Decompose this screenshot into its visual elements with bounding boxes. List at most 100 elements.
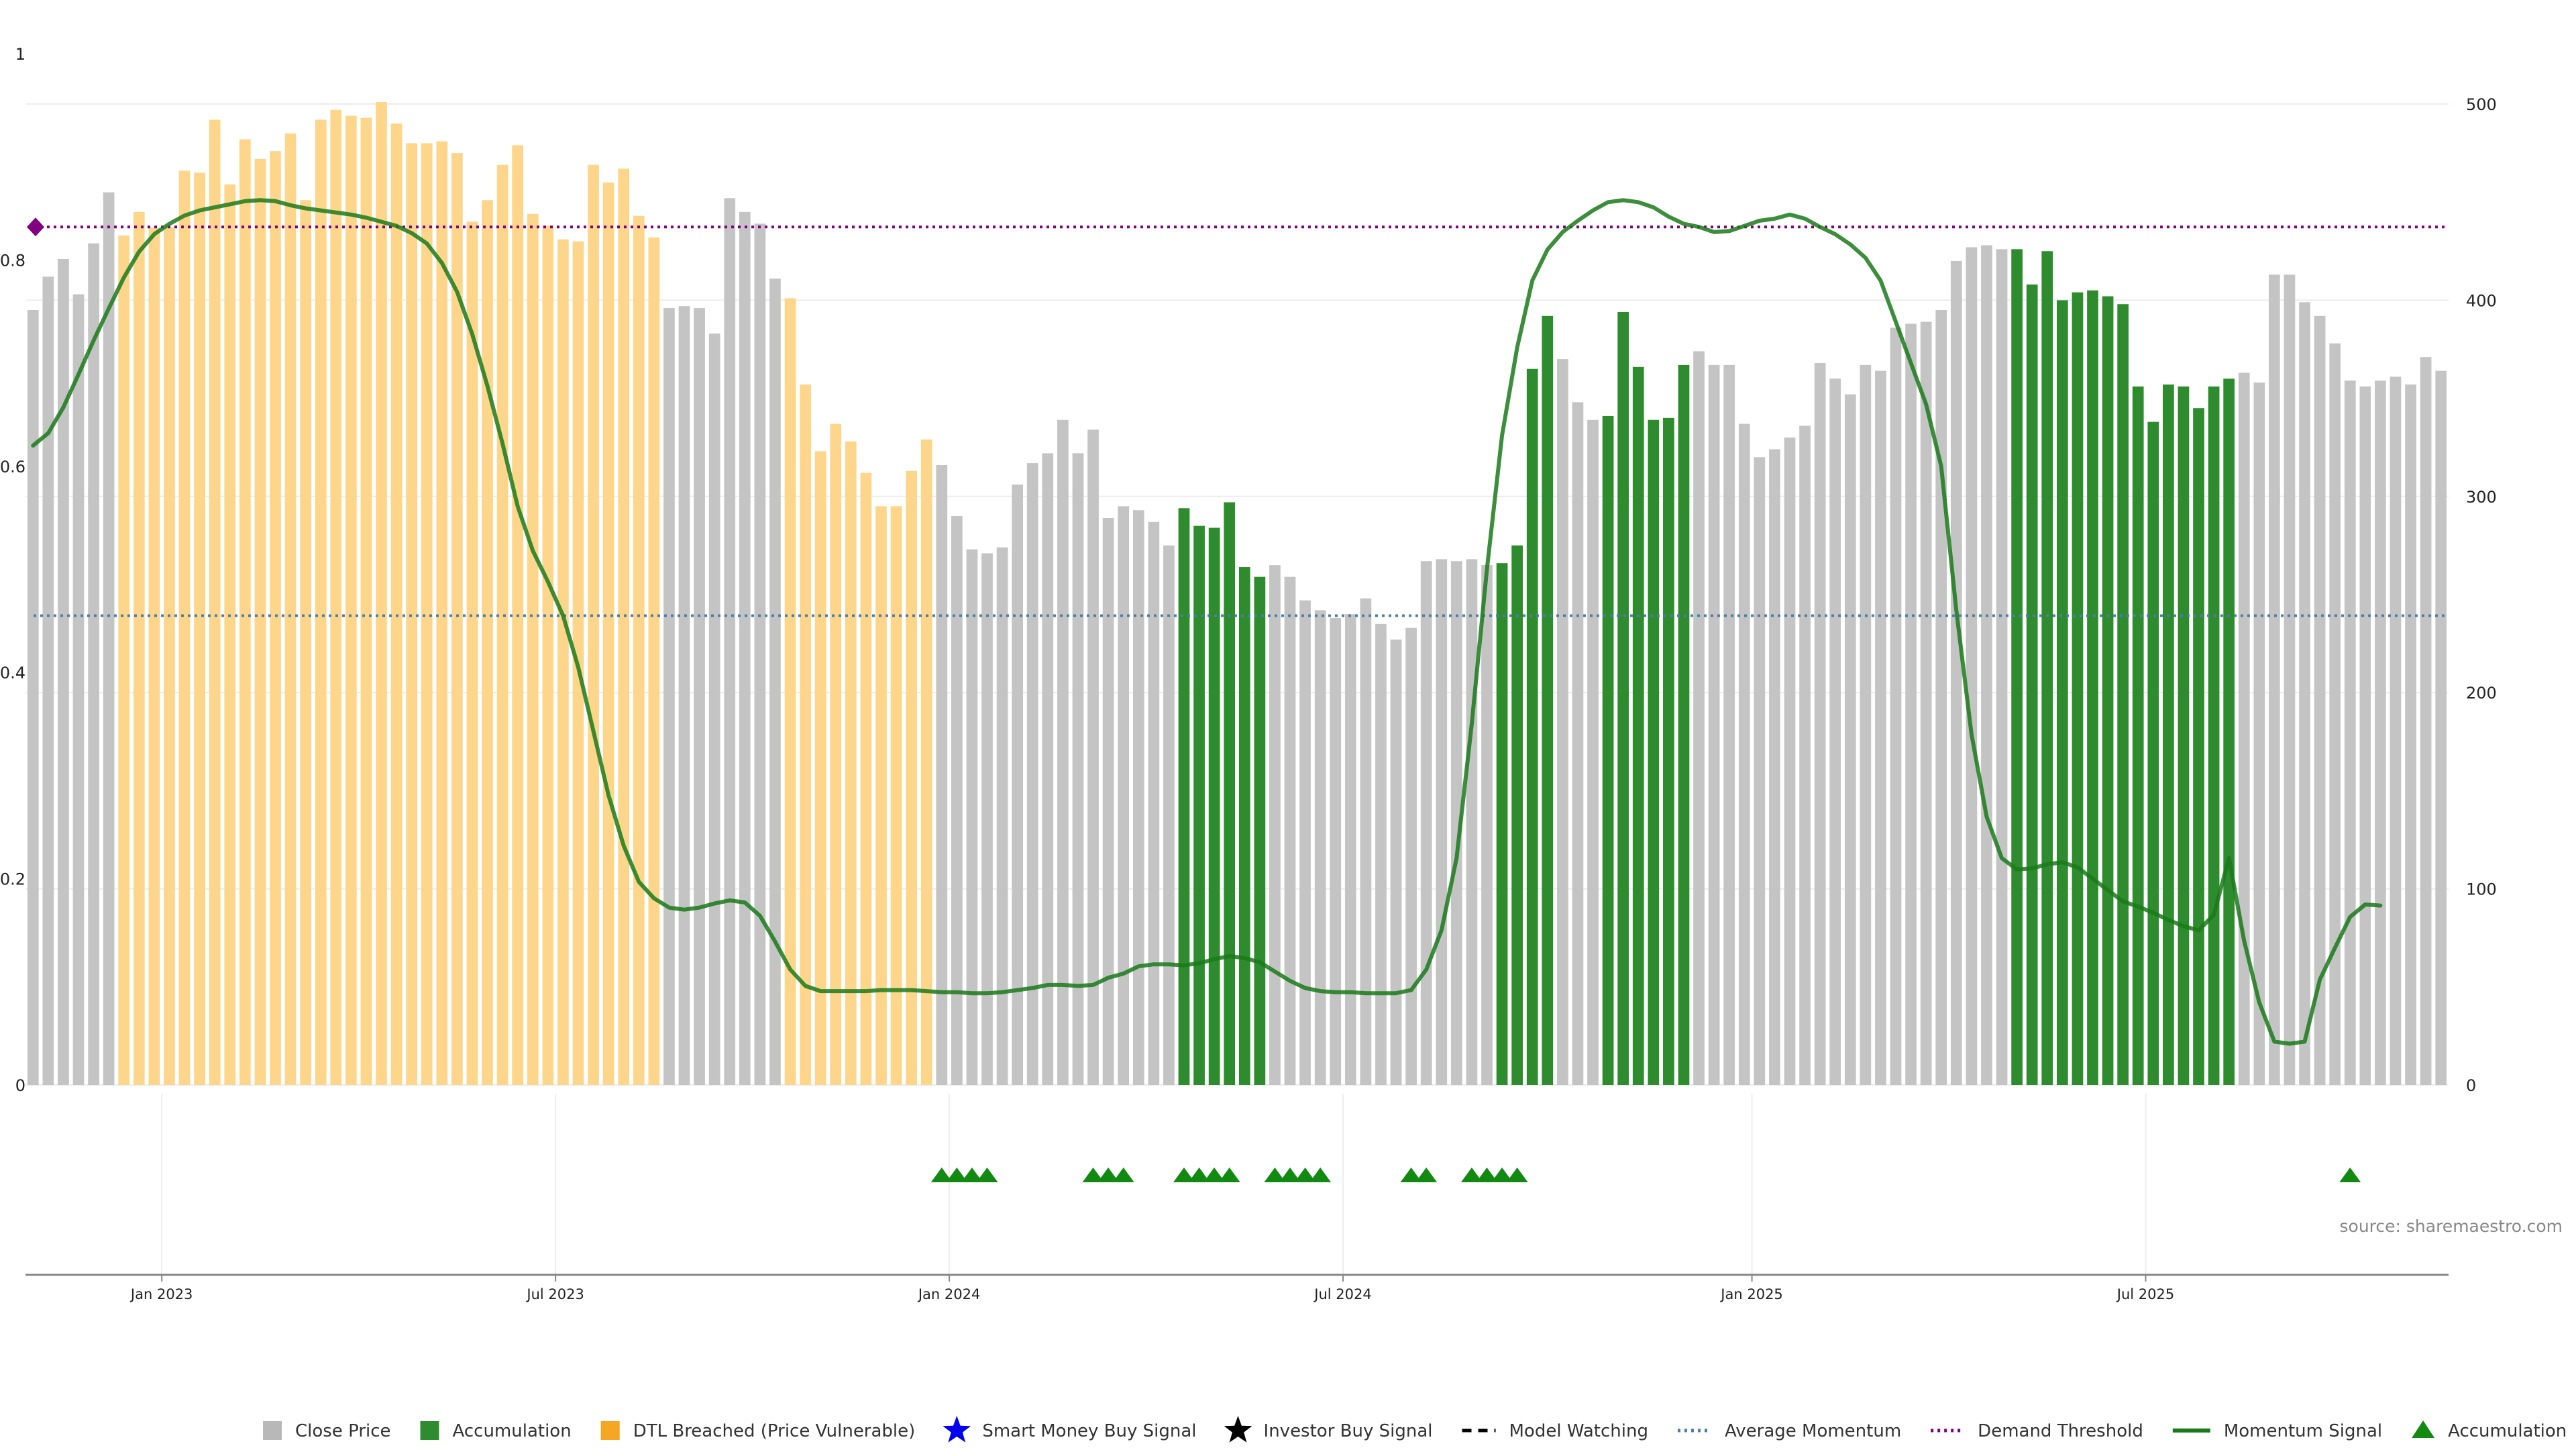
close-price-bar bbox=[1390, 639, 1402, 1085]
dtl-breached-bar bbox=[164, 227, 175, 1085]
accumulation-bar bbox=[1542, 315, 1554, 1085]
close-price-bar bbox=[1890, 327, 1902, 1086]
dtl-breached-bar bbox=[209, 119, 221, 1086]
close-price-bar bbox=[724, 198, 736, 1085]
legend-item: Momentum Signal bbox=[2172, 1421, 2382, 1441]
close-price-bar bbox=[708, 333, 720, 1085]
accumulation-bar bbox=[2041, 251, 2053, 1085]
accumulation-triangle-marker bbox=[1097, 1168, 1120, 1182]
accumulation-bar bbox=[1617, 311, 1629, 1086]
source-label: source: sharemaestro.com bbox=[2340, 1216, 2563, 1236]
legend-label: Demand Threshold bbox=[1978, 1421, 2143, 1441]
close-price-bar bbox=[1738, 423, 1750, 1085]
close-price-bar bbox=[2344, 380, 2356, 1086]
dtl-breached-bar bbox=[814, 451, 826, 1085]
close-price-bar bbox=[1905, 323, 1917, 1085]
dtl-breached-bar bbox=[542, 225, 554, 1086]
close-price-bar bbox=[2253, 382, 2265, 1085]
dtl-breached-bar bbox=[345, 115, 357, 1086]
dtl-breached-bar bbox=[588, 164, 599, 1085]
dtl-breached-bar bbox=[830, 423, 842, 1085]
close-price-bar bbox=[103, 192, 115, 1086]
close-price-bar bbox=[1299, 600, 1311, 1085]
left-tick-label: 0 bbox=[15, 1076, 25, 1095]
close-price-bar bbox=[1330, 618, 1342, 1085]
close-price-bar bbox=[58, 258, 69, 1086]
close-price-bar bbox=[1405, 627, 1417, 1085]
accumulation-bar bbox=[1254, 576, 1266, 1085]
x-tick-label: Jul 2025 bbox=[2116, 1286, 2174, 1302]
accumulation-bar bbox=[1526, 368, 1538, 1085]
close-price-bar bbox=[739, 211, 751, 1085]
accumulation-triangle-marker bbox=[1188, 1168, 1210, 1182]
close-price-bar bbox=[1163, 545, 1175, 1085]
accumulation-bar bbox=[1496, 563, 1508, 1085]
accumulation-bar bbox=[2193, 408, 2204, 1085]
legend: Close Price Accumulation DTL Breached (Pri… bbox=[263, 1416, 2567, 1443]
legend-item: Accumulation bbox=[2412, 1420, 2567, 1441]
close-price-bar bbox=[678, 306, 690, 1085]
dtl-breached-bar bbox=[860, 472, 872, 1085]
right-tick-label: 0 bbox=[2466, 1076, 2476, 1095]
accumulation-bar bbox=[1224, 502, 1236, 1085]
accumulation-markers bbox=[930, 1168, 2361, 1182]
close-price-bar bbox=[694, 308, 705, 1086]
dtl-breached-bar bbox=[557, 239, 569, 1086]
accumulation-bar bbox=[2147, 421, 2159, 1085]
close-price-bar bbox=[1102, 517, 1114, 1085]
close-price-bar bbox=[1996, 249, 2008, 1086]
dtl-breached-bar bbox=[618, 168, 630, 1086]
dtl-breached-bar bbox=[178, 170, 191, 1085]
signal-lines bbox=[27, 198, 2449, 1046]
close-price-bar bbox=[1481, 565, 1493, 1085]
legend-star-icon bbox=[1224, 1416, 1252, 1443]
dtl-breached-bar bbox=[482, 200, 493, 1085]
dtl-breached-bar bbox=[224, 184, 236, 1085]
accumulation-bar bbox=[2056, 300, 2068, 1085]
close-price-bar bbox=[981, 553, 993, 1085]
dtl-breached-bar bbox=[133, 211, 145, 1085]
close-price-bar bbox=[2269, 274, 2280, 1086]
dtl-breached-bar bbox=[300, 200, 311, 1085]
dtl-breached-bar bbox=[406, 143, 418, 1086]
close-price-bar bbox=[1284, 576, 1296, 1085]
dtl-breached-bar bbox=[784, 298, 796, 1085]
x-tick-label: Jan 2024 bbox=[917, 1286, 981, 1302]
legend-item: Accumulation bbox=[420, 1421, 572, 1441]
close-price-bar bbox=[769, 278, 781, 1086]
accumulation-bar bbox=[1178, 508, 1190, 1085]
dtl-breached-bar bbox=[466, 221, 478, 1086]
legend-square-icon bbox=[600, 1421, 620, 1440]
accumulation-bar bbox=[1193, 525, 1205, 1085]
legend-label: Momentum Signal bbox=[2224, 1421, 2382, 1441]
close-price-bar bbox=[1769, 449, 1780, 1085]
dtl-breached-bar bbox=[496, 164, 508, 1085]
dtl-breached-bar bbox=[602, 182, 614, 1086]
accumulation-triangle-marker bbox=[976, 1168, 998, 1182]
close-price-bar bbox=[1420, 561, 1432, 1085]
close-price-bar bbox=[1875, 370, 1886, 1085]
legend-triangle-icon bbox=[2412, 1420, 2435, 1438]
dtl-breached-bar bbox=[451, 153, 463, 1086]
close-price-bar bbox=[1844, 394, 1856, 1086]
legend-item: Demand Threshold bbox=[1931, 1421, 2143, 1441]
accumulation-bar bbox=[1648, 419, 1660, 1085]
accumulation-bar bbox=[2223, 378, 2235, 1085]
left-tick-label: 1 bbox=[15, 45, 25, 64]
close-price-bar bbox=[1966, 247, 1978, 1085]
accumulation-triangle-marker bbox=[930, 1168, 953, 1182]
right-tick-label: 500 bbox=[2466, 95, 2497, 114]
close-price-bar bbox=[1269, 565, 1281, 1085]
close-price-bar bbox=[1814, 362, 1826, 1085]
accumulation-triangle-marker bbox=[1415, 1168, 1438, 1182]
accumulation-bar bbox=[1632, 366, 1644, 1086]
close-price-bar bbox=[1118, 506, 1130, 1085]
close-price-bar bbox=[1360, 598, 1372, 1085]
close-price-bar bbox=[2375, 380, 2386, 1086]
dtl-breached-bar bbox=[436, 141, 448, 1085]
legend-item: Average Momentum bbox=[1677, 1421, 1901, 1441]
dtl-breached-bar bbox=[906, 470, 917, 1085]
dtl-breached-bar bbox=[148, 227, 160, 1085]
close-price-bar bbox=[1693, 351, 1705, 1085]
accumulation-bar bbox=[2072, 292, 2084, 1086]
